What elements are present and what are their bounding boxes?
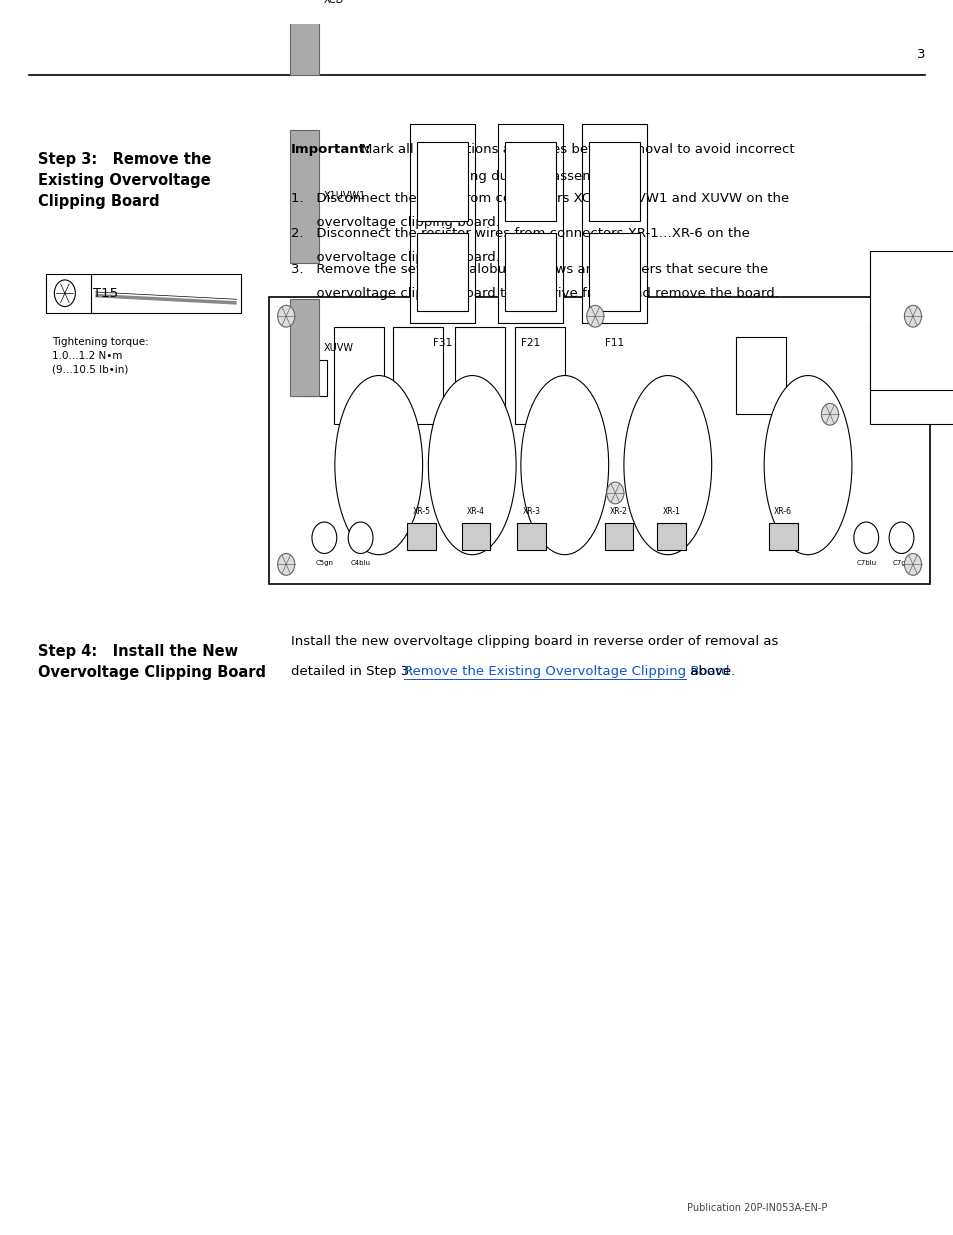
Ellipse shape bbox=[428, 375, 516, 555]
Circle shape bbox=[853, 522, 878, 553]
Circle shape bbox=[277, 305, 294, 327]
Text: F31: F31 bbox=[433, 338, 452, 348]
Text: Publication 20P-IN053A-EN-P: Publication 20P-IN053A-EN-P bbox=[686, 1203, 826, 1213]
Bar bbox=[869, 251, 953, 390]
Bar bbox=[334, 327, 383, 424]
Bar bbox=[300, 359, 327, 396]
Ellipse shape bbox=[520, 375, 608, 555]
Text: detailed in Step 3:: detailed in Step 3: bbox=[291, 664, 417, 678]
Text: 3: 3 bbox=[916, 48, 924, 61]
Text: XR-2: XR-2 bbox=[610, 506, 627, 516]
Circle shape bbox=[54, 280, 75, 306]
Text: Mark all connections and wires before removal to avoid incorrect: Mark all connections and wires before re… bbox=[360, 143, 794, 156]
Bar bbox=[736, 337, 785, 414]
Bar bbox=[869, 324, 953, 424]
Circle shape bbox=[606, 482, 623, 504]
Bar bbox=[416, 232, 468, 311]
Bar bbox=[410, 124, 475, 324]
Bar bbox=[515, 327, 564, 424]
Text: 2.   Disconnect the resistor wires from connectors XR-1…XR-6 on the: 2. Disconnect the resistor wires from co… bbox=[291, 227, 749, 240]
Text: XR-3: XR-3 bbox=[522, 506, 539, 516]
Text: C7blu: C7blu bbox=[855, 559, 876, 566]
Bar bbox=[604, 524, 633, 550]
Text: overvoltage clipping board.: overvoltage clipping board. bbox=[291, 251, 499, 264]
Text: Tightening torque:
1.0...1.2 N•m
(9...10.5 lb•in): Tightening torque: 1.0...1.2 N•m (9...10… bbox=[52, 337, 149, 374]
Bar bbox=[768, 524, 797, 550]
Text: above.: above. bbox=[685, 664, 735, 678]
Bar bbox=[290, 130, 318, 263]
Ellipse shape bbox=[623, 375, 711, 555]
Bar bbox=[517, 524, 545, 550]
Text: 1.   Disconnect the wires from connectors XCD, X1UVW1 and XUVW on the: 1. Disconnect the wires from connectors … bbox=[291, 191, 788, 205]
Text: XUVW: XUVW bbox=[323, 342, 353, 353]
Bar bbox=[416, 142, 468, 221]
Circle shape bbox=[586, 305, 603, 327]
Bar bbox=[455, 327, 504, 424]
Bar bbox=[588, 232, 639, 311]
Bar bbox=[269, 296, 929, 584]
Text: XR-4: XR-4 bbox=[467, 506, 484, 516]
Text: F21: F21 bbox=[520, 338, 539, 348]
Text: overvoltage clipping board to the drive frame and remove the board.: overvoltage clipping board to the drive … bbox=[291, 288, 778, 300]
Text: Important:: Important: bbox=[291, 143, 371, 156]
Bar bbox=[581, 124, 646, 324]
Bar bbox=[504, 232, 556, 311]
Text: T15: T15 bbox=[93, 287, 118, 300]
Text: Step 4:   Install the New
Overvoltage Clipping Board: Step 4: Install the New Overvoltage Clip… bbox=[38, 645, 266, 680]
Bar bbox=[461, 524, 490, 550]
Ellipse shape bbox=[763, 375, 851, 555]
Text: C7gn: C7gn bbox=[892, 559, 909, 566]
Text: Install the new overvoltage clipping board in reverse order of removal as: Install the new overvoltage clipping boa… bbox=[291, 635, 778, 647]
Bar bbox=[497, 124, 562, 324]
Bar bbox=[588, 142, 639, 221]
Circle shape bbox=[277, 553, 294, 576]
Text: XR-5: XR-5 bbox=[413, 506, 430, 516]
Bar bbox=[290, 299, 318, 396]
Bar bbox=[393, 327, 442, 424]
Bar bbox=[504, 142, 556, 221]
Text: F11: F11 bbox=[604, 338, 623, 348]
Bar bbox=[657, 524, 685, 550]
Text: XR-6: XR-6 bbox=[774, 506, 791, 516]
Text: Remove the Existing Overvoltage Clipping Board: Remove the Existing Overvoltage Clipping… bbox=[403, 664, 728, 678]
Bar bbox=[46, 274, 241, 312]
Text: Step 3:   Remove the
Existing Overvoltage
Clipping Board: Step 3: Remove the Existing Overvoltage … bbox=[38, 152, 212, 209]
Text: C4blu: C4blu bbox=[351, 559, 370, 566]
Circle shape bbox=[888, 522, 913, 553]
Text: C5gn: C5gn bbox=[315, 559, 333, 566]
Text: wiring during reassembly.: wiring during reassembly. bbox=[360, 169, 617, 183]
Text: 3.   Remove the seven hexalobular screws and washers that secure the: 3. Remove the seven hexalobular screws a… bbox=[291, 263, 767, 275]
Text: XCD: XCD bbox=[323, 0, 343, 5]
Circle shape bbox=[903, 553, 921, 576]
Circle shape bbox=[821, 404, 838, 425]
Text: X1UVW1: X1UVW1 bbox=[323, 191, 365, 201]
Circle shape bbox=[903, 305, 921, 327]
Text: overvoltage clipping board.: overvoltage clipping board. bbox=[291, 216, 499, 228]
Circle shape bbox=[312, 522, 336, 553]
Bar bbox=[290, 0, 318, 75]
Circle shape bbox=[348, 522, 373, 553]
Text: XR-1: XR-1 bbox=[662, 506, 679, 516]
Bar bbox=[407, 524, 436, 550]
Ellipse shape bbox=[335, 375, 422, 555]
